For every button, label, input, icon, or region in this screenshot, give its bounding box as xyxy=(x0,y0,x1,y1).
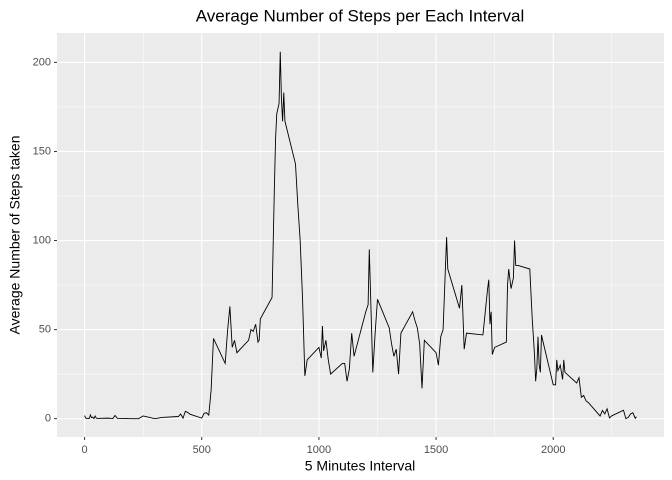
x-axis-label: 5 Minutes Interval xyxy=(305,458,416,474)
y-tick-label: 150 xyxy=(33,145,51,157)
y-tick-label: 0 xyxy=(45,413,51,425)
x-tick-label: 1500 xyxy=(424,444,448,456)
y-tick-label: 100 xyxy=(33,234,51,246)
x-tick-label: 2000 xyxy=(541,444,565,456)
y-tick-label: 200 xyxy=(33,56,51,68)
x-tick-label: 500 xyxy=(193,444,211,456)
plot-panel xyxy=(57,33,664,437)
x-tick-label: 1000 xyxy=(307,444,331,456)
x-tick-label: 0 xyxy=(82,444,88,456)
y-axis-label: Average Number of Steps taken xyxy=(7,136,23,335)
chart-title: Average Number of Steps per Each Interva… xyxy=(196,6,525,25)
y-tick-label: 50 xyxy=(39,323,51,335)
data-line xyxy=(84,51,637,420)
